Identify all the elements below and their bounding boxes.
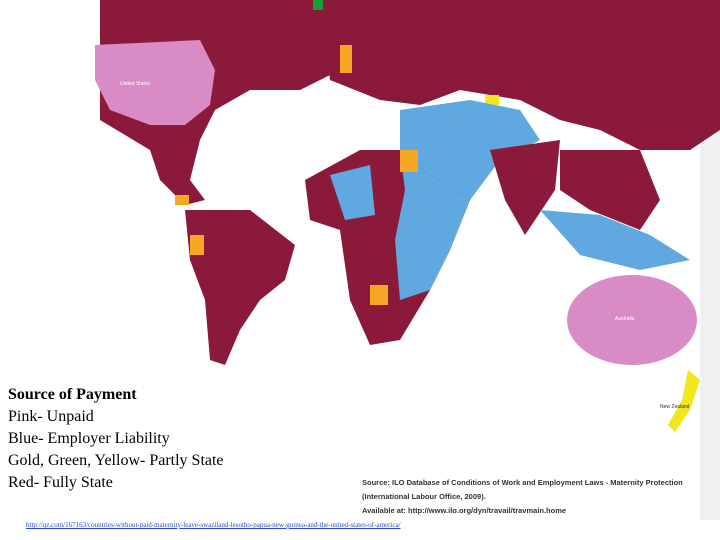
region-blue: [400, 100, 540, 200]
source-link[interactable]: http://qz.com/167163/countries-without-p…: [26, 521, 401, 529]
region-red: [185, 210, 295, 365]
region-pink: [567, 275, 697, 365]
source-available: Available at: http://www.ilo.org/dyn/tra…: [362, 506, 567, 515]
map-label: United States: [120, 81, 151, 87]
legend-item: Pink- Unpaid: [8, 408, 94, 425]
region-blue: [540, 210, 690, 270]
region-pink: [95, 40, 215, 125]
region-gold: [340, 45, 352, 73]
region-red: [490, 140, 560, 235]
region-red: [560, 150, 660, 230]
region-red: [320, 0, 720, 150]
legend-item: Red- Fully State: [8, 474, 113, 491]
legend-title: Source of Payment: [8, 386, 137, 403]
legend: Source of Payment Pink- Unpaid Blue- Emp…: [0, 380, 288, 495]
region-gold: [400, 150, 418, 172]
region-gold: [370, 285, 388, 305]
map-label: Australia: [615, 316, 635, 322]
region-blue: [395, 150, 470, 300]
region-blue: [330, 165, 375, 220]
source-citation: Source: ILO Database of Conditions of Wo…: [362, 478, 683, 501]
source: Source: ILO Database of Conditions of Wo…: [362, 476, 720, 518]
region-yellow: [485, 95, 499, 105]
region-gold: [190, 235, 204, 255]
legend-item: Gold, Green, Yellow- Partly State: [8, 452, 224, 469]
legend-item: Blue- Employer Liability: [8, 430, 170, 447]
region-green: [313, 0, 323, 10]
region-gold: [175, 195, 189, 205]
map-label: New Zealand: [660, 404, 690, 410]
region-yellow: [668, 370, 700, 432]
